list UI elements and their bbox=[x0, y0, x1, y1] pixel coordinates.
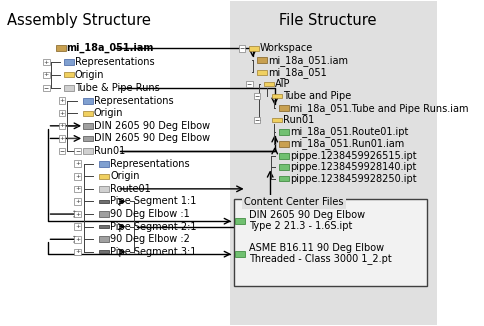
Text: Tube and Pipe: Tube and Pipe bbox=[283, 91, 351, 101]
Bar bbox=[279, 141, 289, 147]
Text: Content Center Files: Content Center Files bbox=[244, 198, 344, 207]
Text: DIN 2605 90 Deg Elbow: DIN 2605 90 Deg Elbow bbox=[249, 210, 365, 220]
Bar bbox=[234, 199, 427, 286]
Text: −: − bbox=[75, 149, 80, 154]
Bar bbox=[64, 85, 74, 91]
Text: mi_18a_051.Run01.iam: mi_18a_051.Run01.iam bbox=[290, 139, 404, 149]
Bar bbox=[83, 98, 93, 104]
Text: +: + bbox=[75, 199, 80, 204]
Text: −: − bbox=[60, 149, 65, 154]
Bar bbox=[230, 1, 437, 325]
Text: pippe.1238459928250.ipt: pippe.1238459928250.ipt bbox=[290, 173, 417, 184]
Bar bbox=[99, 161, 109, 167]
Text: 90 Deg Elbow :2: 90 Deg Elbow :2 bbox=[110, 234, 190, 244]
Text: ASME B16.11 90 Deg Elbow: ASME B16.11 90 Deg Elbow bbox=[249, 243, 384, 253]
Text: +: + bbox=[75, 161, 80, 166]
Bar bbox=[264, 82, 274, 86]
Text: DIN 2605 90 Deg Elbow: DIN 2605 90 Deg Elbow bbox=[93, 121, 210, 131]
Text: 90 Deg Elbow :1: 90 Deg Elbow :1 bbox=[110, 209, 190, 219]
Bar bbox=[83, 148, 93, 154]
Text: +: + bbox=[60, 98, 65, 103]
Text: +: + bbox=[44, 60, 49, 65]
Text: pippe.1238459928140.ipt: pippe.1238459928140.ipt bbox=[290, 162, 416, 172]
Text: +: + bbox=[75, 249, 80, 254]
Text: AIP: AIP bbox=[275, 79, 291, 89]
Text: Pipe Segment 3:1: Pipe Segment 3:1 bbox=[110, 247, 197, 257]
Bar bbox=[23, 1, 230, 325]
Text: Tube & Pipe Runs: Tube & Pipe Runs bbox=[75, 83, 160, 93]
Text: mi_18a_051.Tube and Pipe Runs.iam: mi_18a_051.Tube and Pipe Runs.iam bbox=[290, 103, 469, 113]
Bar bbox=[99, 174, 109, 179]
Bar bbox=[64, 72, 74, 77]
Text: mi_18a_051: mi_18a_051 bbox=[268, 67, 326, 78]
Bar bbox=[279, 129, 289, 135]
Text: −: − bbox=[44, 85, 49, 91]
Text: Pipe Segment 1:1: Pipe Segment 1:1 bbox=[110, 197, 197, 206]
Bar bbox=[99, 186, 109, 192]
Text: Origin: Origin bbox=[110, 171, 140, 181]
Bar bbox=[99, 225, 109, 228]
Bar bbox=[279, 176, 289, 182]
Bar bbox=[279, 105, 289, 111]
Text: Run01: Run01 bbox=[93, 146, 125, 156]
Bar bbox=[235, 218, 245, 224]
Text: File Structure: File Structure bbox=[279, 13, 376, 28]
Bar bbox=[272, 94, 282, 98]
Bar bbox=[279, 153, 289, 159]
Text: pippe.1238459926515.ipt: pippe.1238459926515.ipt bbox=[290, 151, 417, 161]
Bar bbox=[99, 250, 109, 253]
Text: Threaded - Class 3000 1_2.pt: Threaded - Class 3000 1_2.pt bbox=[249, 254, 392, 264]
Text: mi_18a_051.Route01.ipt: mi_18a_051.Route01.ipt bbox=[290, 126, 408, 138]
Text: −: − bbox=[240, 46, 244, 51]
Text: Representations: Representations bbox=[110, 159, 190, 169]
Text: mi_18a_051.iam: mi_18a_051.iam bbox=[268, 55, 348, 66]
Text: +: + bbox=[60, 123, 65, 128]
Text: Workspace: Workspace bbox=[259, 43, 313, 53]
Text: Representations: Representations bbox=[93, 96, 173, 106]
Text: +: + bbox=[44, 72, 49, 77]
Text: +: + bbox=[75, 224, 80, 229]
Bar bbox=[257, 70, 267, 75]
Text: Representations: Representations bbox=[75, 57, 154, 67]
Text: +: + bbox=[60, 111, 65, 116]
Bar bbox=[279, 164, 289, 170]
Text: +: + bbox=[75, 212, 80, 216]
Text: +: + bbox=[75, 174, 80, 179]
Bar bbox=[64, 59, 74, 65]
Text: Type 2 21.3 - 1.6S.ipt: Type 2 21.3 - 1.6S.ipt bbox=[249, 221, 352, 231]
Text: −: − bbox=[247, 82, 252, 87]
Text: +: + bbox=[75, 237, 80, 242]
Bar bbox=[83, 123, 93, 129]
Text: Origin: Origin bbox=[93, 108, 123, 118]
Text: mi_18a_051.iam: mi_18a_051.iam bbox=[67, 43, 154, 53]
Text: +: + bbox=[75, 186, 80, 191]
Bar bbox=[99, 211, 109, 217]
Text: Origin: Origin bbox=[75, 70, 105, 80]
Bar bbox=[56, 45, 66, 51]
Text: +: + bbox=[60, 136, 65, 141]
Bar bbox=[83, 111, 93, 115]
Text: Assembly Structure: Assembly Structure bbox=[7, 13, 151, 28]
Text: Run01: Run01 bbox=[283, 115, 314, 125]
Bar bbox=[272, 118, 282, 122]
Text: DIN 2605 90 Deg Elbow: DIN 2605 90 Deg Elbow bbox=[93, 133, 210, 143]
Text: Route01: Route01 bbox=[110, 184, 151, 194]
Text: Pipe Segment 2:1: Pipe Segment 2:1 bbox=[110, 222, 197, 232]
Bar bbox=[99, 200, 109, 203]
Text: −: − bbox=[254, 94, 259, 98]
Bar bbox=[83, 136, 93, 141]
Text: −: − bbox=[254, 117, 259, 123]
Bar bbox=[99, 236, 109, 242]
Bar bbox=[235, 251, 245, 257]
Bar bbox=[249, 46, 258, 51]
Bar bbox=[257, 57, 267, 63]
